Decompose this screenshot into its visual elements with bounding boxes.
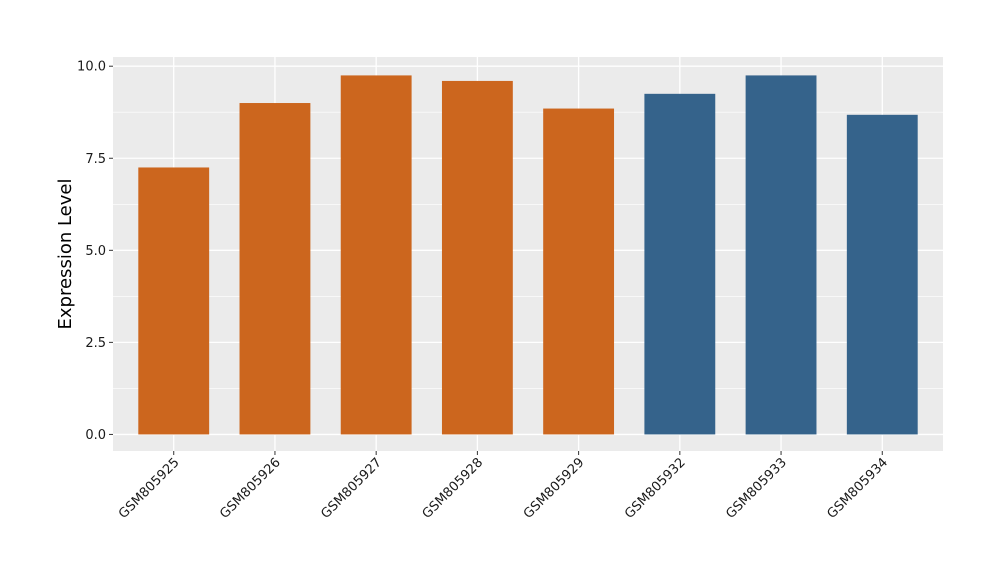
x-tick-label: GSM805929: [521, 455, 588, 522]
bar-GSM805926: [239, 103, 311, 435]
y-tick-label: 10.0: [77, 60, 106, 75]
x-tick-label: GSM805932: [622, 455, 689, 522]
y-axis: 0.0 2.5 5.0 7.5 10.0: [77, 60, 113, 443]
x-axis: GSM805925 GSM805926 GSM805927 GSM805928 GSM8…: [116, 451, 891, 522]
y-tick-label: 7.5: [85, 152, 106, 167]
y-axis-title: Expression Level: [55, 179, 76, 330]
x-tick-label: GSM805928: [420, 455, 487, 522]
x-tick-label: GSM805925: [116, 455, 183, 522]
bars: [138, 75, 918, 435]
bar-GSM805928: [441, 80, 513, 435]
bar-GSM805929: [543, 108, 615, 435]
bar-GSM805925: [138, 167, 210, 435]
y-tick-label: 0.0: [85, 428, 106, 443]
bar-GSM805927: [340, 75, 412, 435]
x-tick-label: GSM805933: [723, 455, 790, 522]
x-tick-label: GSM805926: [217, 455, 284, 522]
y-tick-label: 2.5: [85, 336, 106, 351]
bar-GSM805933: [745, 75, 817, 435]
y-tick-label: 5.0: [85, 244, 106, 259]
x-tick-label: GSM805934: [825, 455, 892, 522]
bar-GSM805932: [644, 93, 716, 435]
bar-GSM805934: [846, 114, 918, 435]
plot-panel: [113, 57, 943, 451]
x-tick-label: GSM805927: [318, 455, 385, 522]
